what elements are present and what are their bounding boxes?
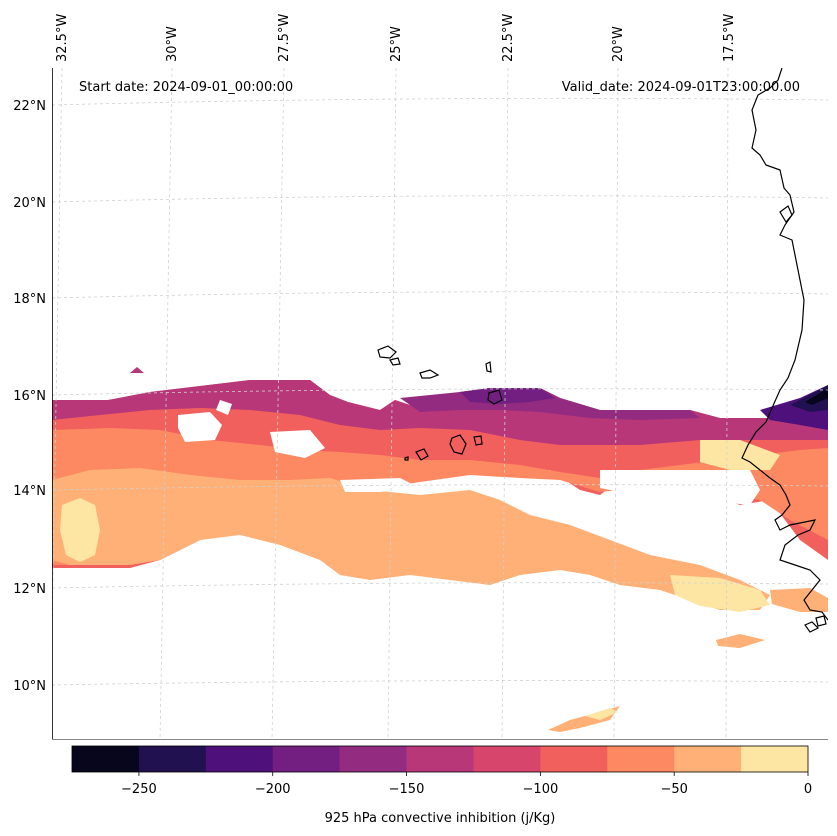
colorbar-frame (71, 745, 809, 773)
colorbar-swatch (72, 746, 140, 772)
contour-blob-north (130, 367, 144, 373)
colorbar-swatch (607, 746, 675, 772)
contour-level-neg150 (52, 380, 828, 445)
colorbar-ticks (138, 772, 809, 776)
colorbar-tick-neg100: −100 (523, 782, 559, 797)
colorbar-tick-neg150: −150 (389, 782, 425, 797)
lon-label-22-5w: 22.5°W (501, 14, 516, 62)
island-cape-verde-9 (404, 456, 409, 461)
contour-blob-e (716, 634, 765, 648)
colorbar-swatch (406, 746, 474, 772)
colorbar-tick-neg200: −200 (255, 782, 291, 797)
lat-label-22n: 22°N (13, 99, 46, 114)
contour-level-neg50 (52, 468, 770, 610)
colorbar: −250 −200 −150 −100 −50 0 925 hPa convec… (71, 745, 812, 826)
lat-label-18n: 18°N (13, 292, 46, 307)
lon-labels: 32.5°W 30°W 27.5°W 25°W 22.5°W 20°W 17.5… (55, 14, 737, 62)
canary-coast-detail (779, 205, 793, 224)
valid-date-label: Valid_date: 2024-09-01T23:00:00.00 (562, 80, 800, 95)
lon-label-20w: 20°W (611, 26, 626, 62)
colorbar-tick-0: 0 (804, 782, 812, 797)
bissagos-islands (804, 615, 827, 633)
lon-label-25w: 25°W (389, 26, 404, 62)
colorbar-swatch (272, 746, 340, 772)
lat-label-12n: 12°N (13, 582, 46, 597)
contour-level-neg275-east (805, 388, 828, 405)
colorbar-swatch (138, 746, 207, 772)
island-cape-verde-2 (389, 357, 401, 366)
contour-level-neg75 (52, 428, 828, 565)
colorbar-swatch (473, 746, 541, 772)
island-cape-verde-3 (419, 369, 440, 379)
lon-label-27-5w: 27.5°W (277, 14, 292, 62)
contour-level-neg25-center (400, 495, 480, 525)
contour-level-neg25-west (60, 498, 100, 562)
lat-label-20n: 20°N (13, 196, 46, 211)
island-cape-verde-4 (485, 361, 492, 373)
lat-label-16n: 16°N (13, 389, 46, 404)
start-date-label: Start date: 2024-09-01_00:00:00 (79, 80, 293, 95)
colorbar-label: 925 hPa convective inhibition (j/Kg) (325, 811, 556, 826)
cin-gaps (178, 400, 760, 650)
contour-blob-e2 (770, 588, 828, 612)
island-cape-verde-8 (415, 448, 429, 461)
colorbar-swatch (205, 746, 274, 772)
colorbar-swatch (741, 746, 809, 772)
contour-blob-se-light (585, 708, 618, 720)
coastlines (377, 68, 828, 633)
contour-level-neg250-east (790, 385, 828, 412)
colorbar-swatch (674, 746, 742, 772)
island-cape-verde-1 (377, 345, 397, 359)
cin-contours (52, 367, 828, 732)
colorbar-tick-neg250: −250 (121, 782, 157, 797)
island-cape-verde-6 (449, 434, 467, 455)
lat-labels: 22°N 20°N 18°N 16°N 14°N 12°N 10°N (13, 99, 46, 694)
lat-label-14n: 14°N (13, 484, 46, 499)
lon-label-30w: 30°W (165, 26, 180, 62)
contour-level-neg25-east (670, 575, 770, 612)
contour-level-neg200 (460, 388, 555, 404)
map-panel (52, 68, 828, 740)
island-cape-verde-7 (473, 435, 483, 446)
colorbar-swatch (540, 746, 608, 772)
colorbar-swatches (72, 746, 809, 772)
africa-coast (741, 68, 828, 621)
island-cape-verde-5 (487, 389, 503, 405)
contour-level-neg25-east2 (700, 440, 780, 470)
graticule (52, 68, 828, 740)
colorbar-tick-neg50: −50 (660, 782, 687, 797)
lon-label-17-5w: 17.5°W (722, 14, 737, 62)
lon-label-32-5w: 32.5°W (55, 14, 70, 62)
lat-label-10n: 10°N (13, 679, 46, 694)
colorbar-swatch (339, 746, 407, 772)
